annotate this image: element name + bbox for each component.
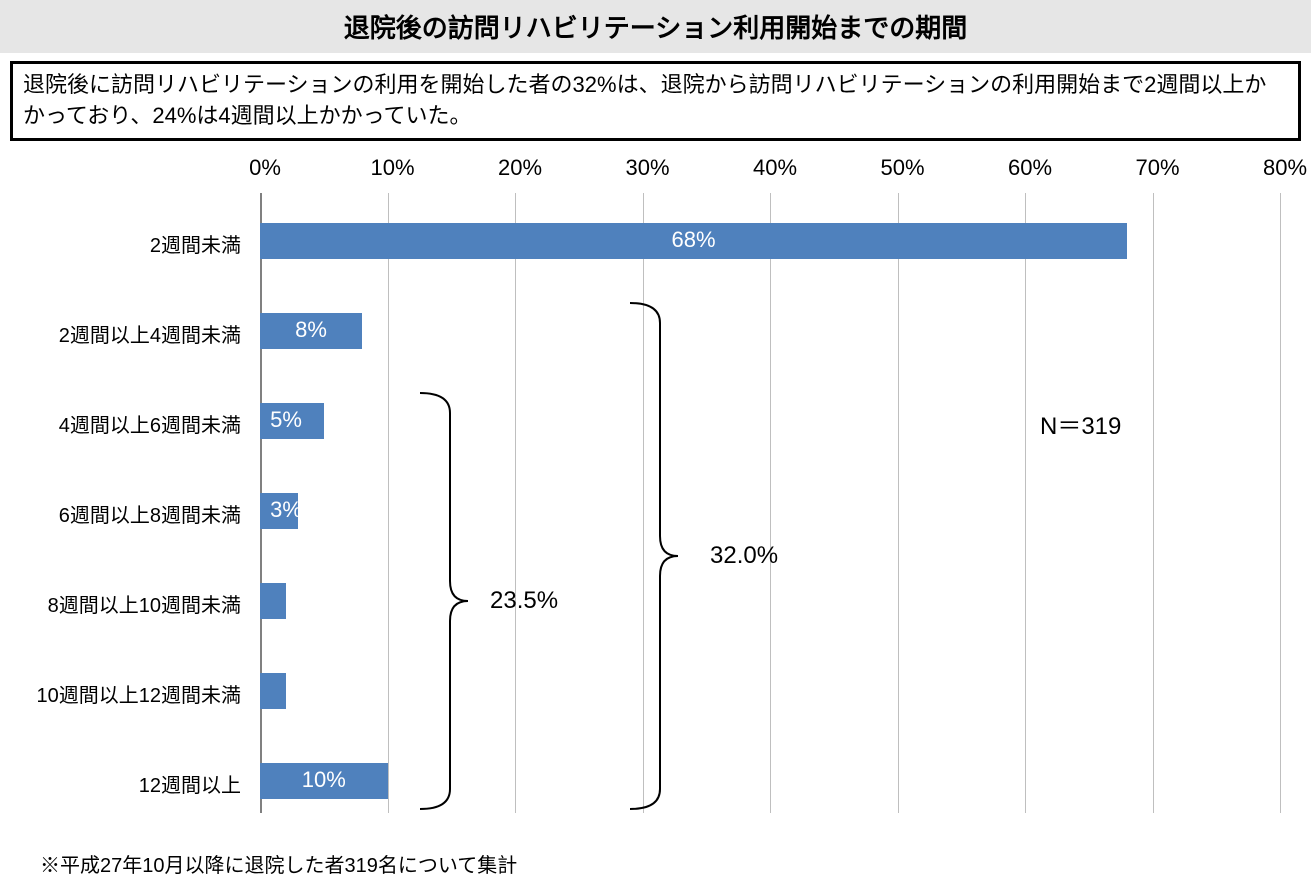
brace-23-label: 23.5% (490, 587, 558, 615)
page-title: 退院後の訪問リハビリテーション利用開始までの期間 (0, 0, 1311, 53)
footnote: ※平成27年10月以降に退院した者319名について集計 (40, 849, 1311, 878)
summary-box: 退院後に訪問リハビリテーションの利用を開始した者の32%は、退院から訪問リハビリ… (10, 61, 1301, 141)
bar-chart: 0%10%20%30%40%50%60%70%80%2週間未満68%2週間以上4… (20, 151, 1291, 831)
brace-23 (20, 151, 1311, 851)
